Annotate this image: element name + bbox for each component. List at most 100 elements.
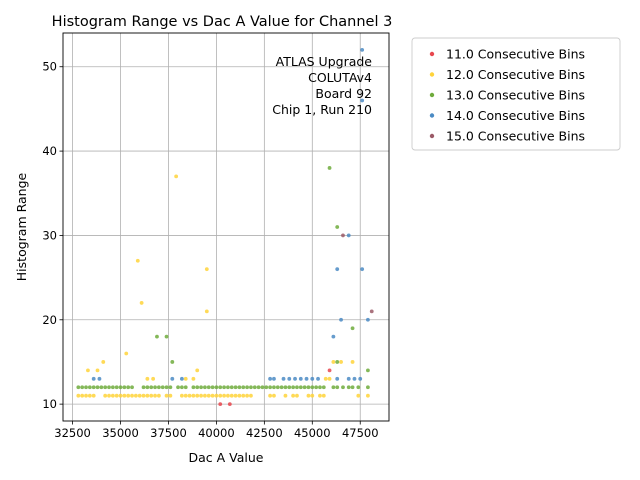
data-point (335, 225, 340, 229)
legend-label: 15.0 Consecutive Bins (446, 129, 585, 144)
data-point (331, 360, 336, 364)
data-point (306, 385, 311, 390)
data-point (114, 393, 119, 398)
data-point (233, 385, 238, 390)
annotation-line-1: ATLAS Upgrade (276, 54, 373, 69)
data-point (331, 334, 336, 339)
data-point (268, 393, 273, 398)
data-point (214, 385, 219, 390)
data-point (323, 376, 328, 381)
data-point (76, 385, 81, 390)
data-point (80, 393, 85, 398)
data-point (295, 385, 299, 390)
legend-marker (429, 113, 435, 118)
data-point (87, 385, 92, 390)
data-point (291, 385, 296, 390)
x-tick-label: 42500 (246, 426, 283, 440)
data-point (84, 393, 88, 398)
data-point (137, 393, 142, 398)
data-point (302, 385, 307, 390)
data-point (179, 376, 184, 381)
data-point (191, 385, 196, 390)
data-point (314, 385, 319, 390)
data-point (295, 393, 299, 398)
data-point (76, 393, 81, 398)
data-point (168, 393, 173, 398)
data-point (233, 393, 238, 398)
data-point (268, 376, 273, 381)
annotation-line-2: COLUTAv4 (308, 70, 372, 85)
data-point (339, 317, 343, 322)
x-tick-label: 32500 (54, 426, 91, 440)
data-point (114, 385, 119, 390)
data-point (203, 393, 207, 398)
x-tick-label: 47500 (342, 426, 379, 440)
data-point (135, 258, 140, 263)
data-point (249, 385, 253, 390)
data-point (155, 334, 159, 339)
data-point (226, 385, 230, 390)
data-point (153, 393, 157, 398)
data-point (170, 360, 175, 364)
data-point (210, 393, 215, 398)
data-point (164, 393, 169, 398)
data-point (141, 393, 146, 398)
data-point (195, 368, 200, 373)
data-point (95, 368, 100, 373)
data-point (281, 376, 286, 381)
data-point (350, 360, 355, 364)
data-point (272, 385, 276, 390)
data-point (310, 393, 315, 398)
data-point (122, 393, 127, 398)
annotation-line-4: Chip 1, Run 210 (272, 102, 372, 117)
data-point (339, 360, 343, 364)
data-point (218, 402, 223, 407)
data-point (287, 376, 292, 381)
data-point (187, 393, 192, 398)
data-point (346, 385, 351, 390)
series-4 (91, 47, 370, 381)
data-point (283, 393, 288, 398)
grid-lines (63, 33, 389, 421)
chart-title: Histogram Range vs Dac A Value for Chann… (52, 14, 393, 30)
data-point (291, 393, 296, 398)
data-point (179, 385, 184, 390)
y-axis-ticks: 10 20 30 40 50 (42, 60, 63, 411)
data-point (199, 393, 203, 398)
data-point (318, 385, 322, 390)
data-point (80, 385, 85, 390)
data-point (241, 393, 246, 398)
data-point (86, 368, 90, 373)
data-point (252, 385, 257, 390)
data-point (179, 393, 184, 398)
data-point (366, 317, 370, 322)
data-point (366, 385, 370, 390)
data-point (335, 385, 340, 390)
data-point (124, 351, 129, 356)
data-point (101, 360, 106, 364)
data-point (341, 233, 345, 238)
data-point (91, 376, 96, 381)
data-point (99, 385, 104, 390)
data-point (195, 385, 200, 390)
data-point (222, 385, 226, 390)
data-point (304, 376, 309, 381)
data-point (126, 393, 131, 398)
data-point (191, 376, 196, 381)
x-tick-label: 40000 (198, 426, 235, 440)
data-point (268, 385, 273, 390)
data-point (358, 376, 363, 381)
annotation-line-3: Board 92 (315, 86, 372, 101)
data-point (264, 385, 269, 390)
data-point (214, 393, 219, 398)
data-point (110, 385, 115, 390)
data-point (97, 376, 102, 381)
data-point (139, 301, 144, 305)
data-point (256, 385, 261, 390)
data-point (321, 385, 326, 390)
data-point (229, 393, 234, 398)
data-point (331, 385, 336, 390)
data-point (218, 393, 223, 398)
data-point (346, 376, 351, 381)
